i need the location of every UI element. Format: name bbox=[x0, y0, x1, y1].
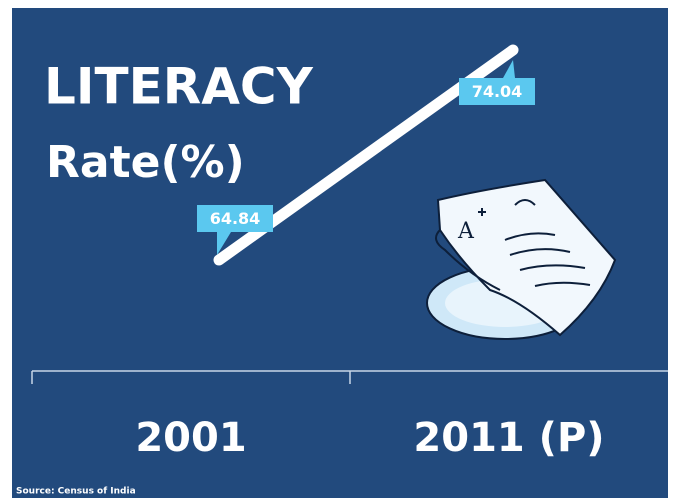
source-note: Source: Census of India bbox=[16, 487, 136, 497]
value-label: 64.84 bbox=[210, 209, 261, 228]
x-tick-label: 2011 (P) bbox=[413, 415, 604, 461]
chart-title: LITERACY bbox=[44, 58, 314, 116]
page: {"chart_data": {"type": "line", "title":… bbox=[0, 0, 678, 500]
value-label: 74.04 bbox=[472, 82, 523, 101]
x-tick-label: 2001 bbox=[135, 415, 246, 461]
chart: LITERACY Rate(%) Source: Census of India… bbox=[0, 0, 678, 500]
chart-subtitle: Rate(%) bbox=[46, 137, 245, 188]
icon-glyph: A bbox=[457, 219, 475, 244]
